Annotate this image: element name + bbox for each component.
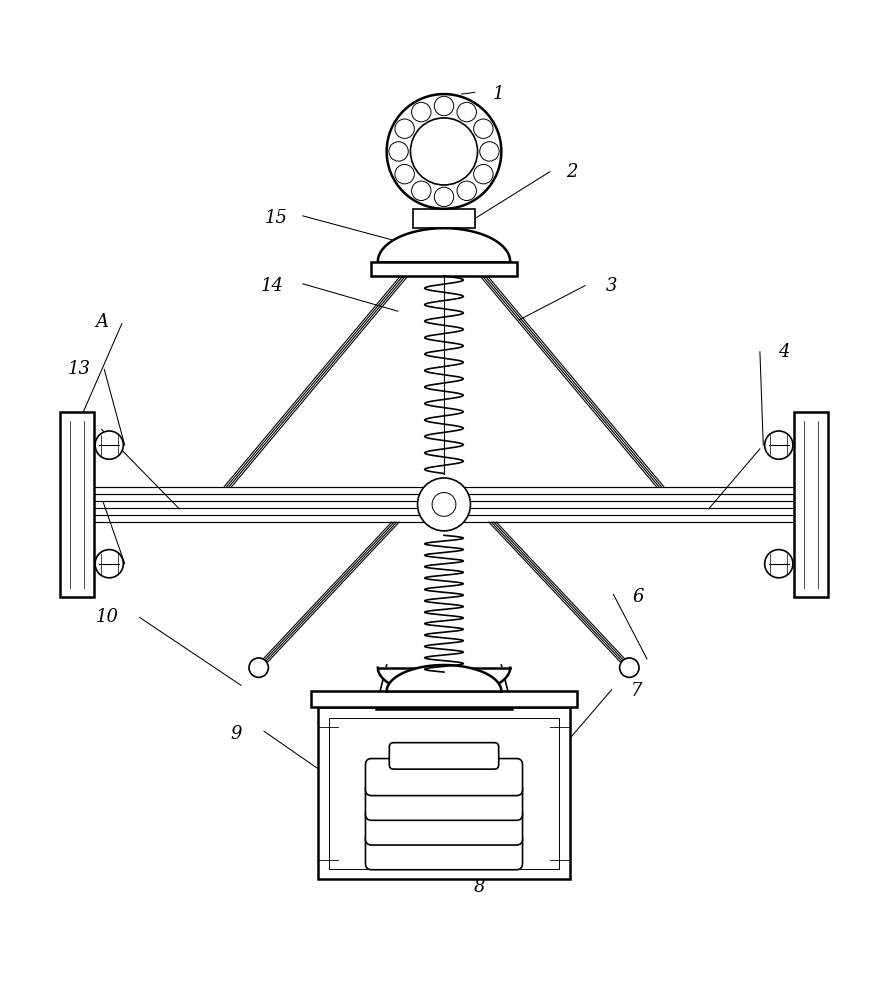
Text: 7: 7: [630, 682, 642, 700]
Text: 15: 15: [265, 209, 288, 227]
Bar: [329, 718, 559, 869]
Text: 9: 9: [231, 725, 242, 743]
Circle shape: [765, 550, 793, 578]
Text: 14: 14: [260, 277, 283, 295]
Text: 4: 4: [778, 343, 789, 361]
Circle shape: [410, 118, 478, 185]
Polygon shape: [386, 665, 502, 691]
Bar: [413, 209, 475, 228]
Circle shape: [95, 431, 123, 459]
Bar: [311, 691, 577, 707]
FancyBboxPatch shape: [389, 743, 499, 769]
Circle shape: [417, 478, 471, 531]
Bar: [795, 412, 828, 597]
Bar: [371, 262, 517, 276]
Polygon shape: [377, 228, 511, 262]
FancyBboxPatch shape: [366, 808, 522, 845]
Polygon shape: [377, 668, 511, 696]
Circle shape: [95, 550, 123, 578]
Text: 5: 5: [778, 438, 789, 456]
Text: 6: 6: [632, 588, 644, 606]
Text: 2: 2: [567, 163, 578, 181]
Circle shape: [765, 431, 793, 459]
Text: 11: 11: [65, 494, 88, 512]
Text: 13: 13: [68, 360, 91, 378]
Bar: [376, 696, 512, 709]
Text: 10: 10: [95, 608, 118, 626]
FancyBboxPatch shape: [366, 783, 522, 820]
Text: 1: 1: [493, 85, 504, 103]
Bar: [60, 412, 93, 597]
FancyBboxPatch shape: [366, 759, 522, 796]
Text: A: A: [95, 313, 108, 331]
Text: 8: 8: [473, 878, 485, 896]
Circle shape: [620, 658, 639, 677]
Text: 12: 12: [65, 416, 88, 434]
Circle shape: [249, 658, 268, 677]
FancyBboxPatch shape: [366, 833, 522, 870]
Bar: [318, 707, 570, 879]
Text: 3: 3: [606, 277, 617, 295]
